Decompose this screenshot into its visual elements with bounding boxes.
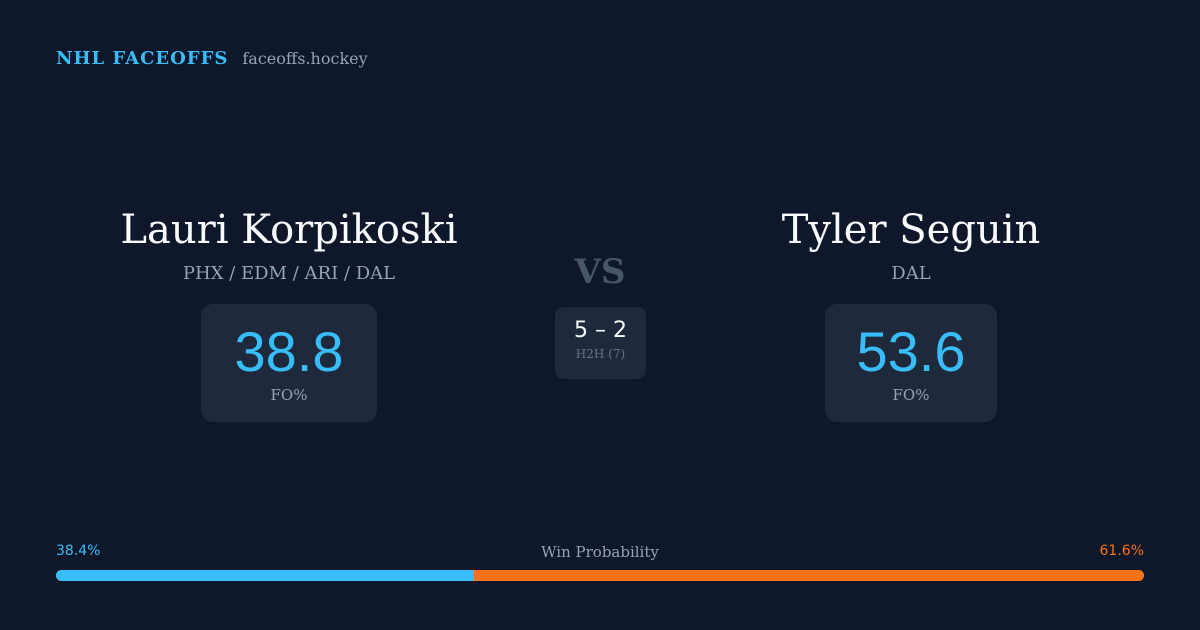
right-win-probability: 61.6% <box>1099 543 1144 559</box>
left-faceoff-stat-box: 38.8 FO% <box>201 304 377 422</box>
left-player-card: Lauri Korpikoski PHX / EDM / ARI / DAL 3… <box>59 202 519 422</box>
left-faceoff-label: FO% <box>270 386 308 404</box>
left-player-teams: PHX / EDM / ARI / DAL <box>182 263 396 284</box>
right-player-name: Tyler Seguin <box>781 207 1041 253</box>
brand-url: faceoffs.hockey <box>242 49 368 68</box>
left-win-probability: 38.4% <box>56 543 101 559</box>
win-probability-labels: 38.4% Win Probability 61.6% <box>56 543 1144 563</box>
right-player-card: Tyler Seguin DAL 53.6 FO% <box>681 202 1141 422</box>
left-player-name: Lauri Korpikoski <box>120 207 458 253</box>
right-player-teams: DAL <box>891 263 931 284</box>
win-probability-bar <box>56 570 1144 581</box>
versus-label: VS <box>574 252 626 292</box>
right-faceoff-percentage: 53.6 <box>856 320 966 383</box>
right-faceoff-stat-box: 53.6 FO% <box>825 304 997 422</box>
right-faceoff-label: FO% <box>892 386 930 404</box>
brand-name: NHL FACEOFFS <box>56 48 229 69</box>
left-faceoff-percentage: 38.8 <box>234 320 344 383</box>
brand-header: NHL FACEOFFS faceoffs.hockey <box>56 48 368 69</box>
head-to-head-score: 5 – 2 <box>574 318 627 343</box>
win-probability-title: Win Probability <box>541 543 659 561</box>
right-win-probability-fill <box>473 570 1144 581</box>
head-to-head-box: 5 – 2 H2H (7) <box>555 307 646 379</box>
left-win-probability-fill <box>56 570 474 581</box>
head-to-head-label: H2H (7) <box>575 347 626 361</box>
